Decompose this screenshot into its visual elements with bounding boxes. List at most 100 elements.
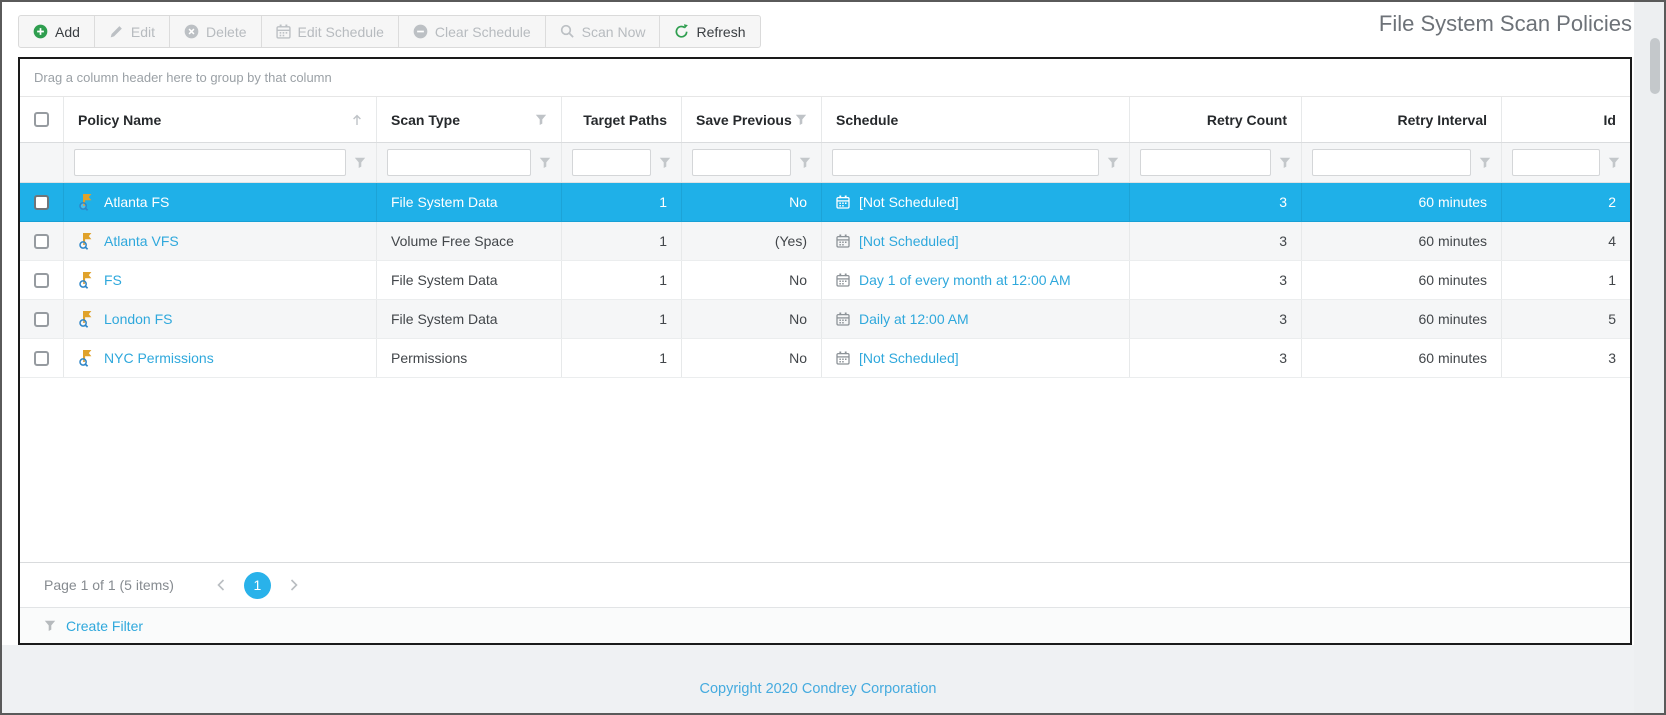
copyright-text: Copyright 2020 Condrey Corporation: [699, 681, 937, 697]
filter-input-target-paths[interactable]: [572, 149, 651, 176]
save-previous-cell: (Yes): [682, 222, 822, 260]
policy-name-link[interactable]: Atlanta FS: [104, 194, 170, 210]
select-all-checkbox[interactable]: [34, 112, 49, 127]
column-header-save-previous[interactable]: Save Previous: [682, 97, 822, 142]
policy-name-link[interactable]: FS: [104, 272, 122, 288]
row-checkbox[interactable]: [34, 194, 49, 210]
column-header-policy-name[interactable]: Policy Name: [64, 97, 377, 142]
policy-name-cell: London FS: [64, 300, 377, 338]
magnifier-icon: [560, 24, 575, 39]
schedule-link[interactable]: Day 1 of every month at 12:00 AM: [859, 272, 1071, 288]
scan-policy-icon: [78, 233, 95, 250]
previous-page-button[interactable]: [208, 572, 234, 598]
row-checkbox[interactable]: [34, 233, 49, 249]
target-paths-value: 1: [659, 350, 667, 366]
delete-button[interactable]: Delete: [170, 16, 262, 47]
column-header-target-paths[interactable]: Target Paths: [562, 97, 682, 142]
scan-type-value: Permissions: [391, 350, 468, 366]
save-previous-cell: No: [682, 300, 822, 338]
target-paths-value: 1: [659, 233, 667, 249]
filter-input-retry-interval[interactable]: [1312, 149, 1471, 176]
filter-funnel-icon[interactable]: [1608, 157, 1620, 169]
policy-row-atlanta-fs[interactable]: Atlanta FS File System Data 1 No [Not Sc…: [20, 183, 1630, 222]
create-filter-link[interactable]: Create Filter: [66, 617, 144, 634]
filter-input-policy-name[interactable]: [74, 149, 346, 176]
policy-name-link[interactable]: Atlanta VFS: [104, 233, 179, 249]
schedule-cell: [Not Scheduled]: [822, 183, 1130, 221]
filter-input-scan-type[interactable]: [387, 149, 531, 176]
target-paths-cell: 1: [562, 183, 682, 221]
row-checkbox[interactable]: [34, 272, 49, 288]
calendar-icon: [836, 312, 850, 326]
filter-input-save-previous[interactable]: [692, 149, 791, 176]
id-value: 5: [1608, 311, 1616, 327]
next-page-button[interactable]: [281, 572, 307, 598]
refresh-icon: [674, 24, 689, 39]
filter-funnel-icon[interactable]: [795, 114, 807, 126]
schedule-link[interactable]: [Not Scheduled]: [859, 350, 959, 366]
column-header-id[interactable]: Id: [1502, 97, 1630, 142]
id-value: 2: [1608, 194, 1616, 210]
column-label: Retry Count: [1206, 111, 1287, 128]
scan-policy-icon: [78, 194, 95, 211]
scan-type-value: File System Data: [391, 194, 498, 210]
column-header-scan-type[interactable]: Scan Type: [377, 97, 562, 142]
filter-input-retry-count[interactable]: [1140, 149, 1271, 176]
column-header-retry-count[interactable]: Retry Count: [1130, 97, 1302, 142]
policy-row-fs[interactable]: FS File System Data 1 No Day 1 of every …: [20, 261, 1630, 300]
column-header-schedule[interactable]: Schedule: [822, 97, 1130, 142]
save-previous-cell: No: [682, 339, 822, 377]
row-checkbox[interactable]: [34, 311, 49, 327]
policy-name-link[interactable]: NYC Permissions: [104, 350, 214, 366]
edit-schedule-button-label: Edit Schedule: [297, 23, 384, 40]
schedule-cell: Day 1 of every month at 12:00 AM: [822, 261, 1130, 299]
retry-interval-value: 60 minutes: [1418, 233, 1487, 249]
scrollbar-thumb[interactable]: [1650, 38, 1660, 94]
column-header-retry-interval[interactable]: Retry Interval: [1302, 97, 1502, 142]
schedule-link[interactable]: [Not Scheduled]: [859, 194, 959, 210]
row-checkbox[interactable]: [34, 350, 49, 366]
retry-interval-cell: 60 minutes: [1302, 183, 1502, 221]
schedule-link[interactable]: Daily at 12:00 AM: [859, 311, 969, 327]
clear-schedule-button[interactable]: Clear Schedule: [399, 16, 546, 47]
retry-interval-cell: 60 minutes: [1302, 261, 1502, 299]
edit-button[interactable]: Edit: [95, 16, 171, 47]
filter-funnel-icon[interactable]: [659, 157, 671, 169]
policy-name-cell: NYC Permissions: [64, 339, 377, 377]
filter-funnel-icon[interactable]: [535, 114, 547, 126]
filter-input-schedule[interactable]: [832, 149, 1099, 176]
edit-schedule-button[interactable]: Edit Schedule: [262, 16, 399, 47]
column-label: Target Paths: [583, 111, 667, 128]
retry-count-value: 3: [1279, 350, 1287, 366]
id-value: 4: [1608, 233, 1616, 249]
filter-input-id[interactable]: [1512, 149, 1600, 176]
filter-funnel-icon[interactable]: [354, 157, 366, 169]
policy-row-nyc-permissions[interactable]: NYC Permissions Permissions 1 No [Not Sc…: [20, 339, 1630, 378]
policy-name-link[interactable]: London FS: [104, 311, 173, 327]
scan-type-value: File System Data: [391, 311, 498, 327]
delete-button-label: Delete: [206, 23, 247, 40]
add-button[interactable]: Add: [19, 16, 95, 47]
page-number-button[interactable]: 1: [243, 571, 271, 599]
row-select-cell: [20, 300, 64, 338]
policy-row-atlanta-vfs[interactable]: Atlanta VFS Volume Free Space 1 (Yes) [N…: [20, 222, 1630, 261]
filter-cell-policy-name: [64, 143, 377, 182]
row-select-cell: [20, 222, 64, 260]
id-cell: 5: [1502, 300, 1630, 338]
retry-count-cell: 3: [1130, 183, 1302, 221]
filter-funnel-icon[interactable]: [539, 157, 551, 169]
retry-count-value: 3: [1279, 272, 1287, 288]
target-paths-value: 1: [659, 311, 667, 327]
filter-funnel-icon[interactable]: [799, 157, 811, 169]
filter-funnel-icon[interactable]: [1279, 157, 1291, 169]
window-scrollbar: [1634, 2, 1664, 713]
policy-row-london-fs[interactable]: London FS File System Data 1 No Daily at…: [20, 300, 1630, 339]
filter-funnel-icon[interactable]: [1479, 157, 1491, 169]
schedule-link[interactable]: [Not Scheduled]: [859, 233, 959, 249]
scan-now-button[interactable]: Scan Now: [546, 16, 661, 47]
calendar-icon: [836, 273, 850, 287]
sort-ascending-icon[interactable]: [352, 114, 362, 126]
group-by-drop-area[interactable]: Drag a column header here to group by th…: [20, 59, 1630, 97]
filter-funnel-icon[interactable]: [1107, 157, 1119, 169]
refresh-button[interactable]: Refresh: [660, 16, 759, 47]
